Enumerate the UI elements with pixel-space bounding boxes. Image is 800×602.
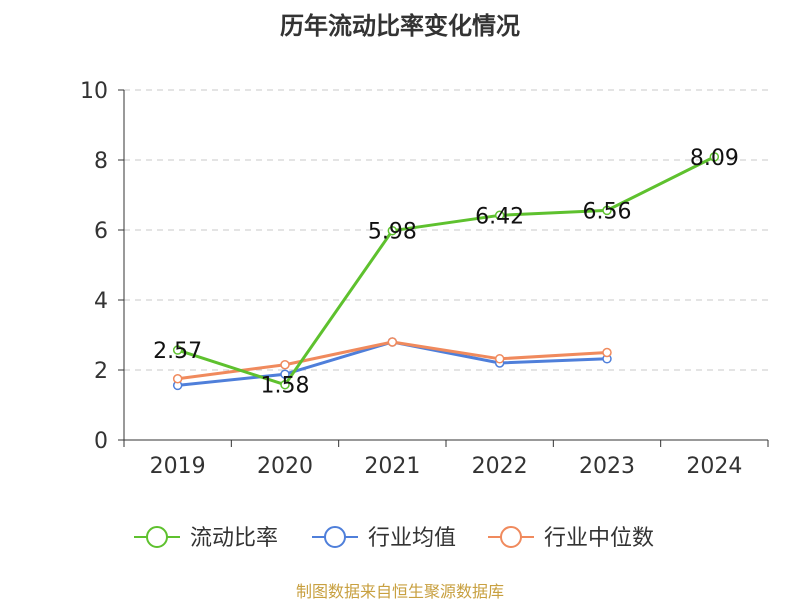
axes: 0 2 4 6 8 10 2019 2020 2021 2022 2023 2024 bbox=[80, 79, 769, 479]
x-tick-label: 2021 bbox=[364, 454, 420, 479]
legend: 流动比率 行业均值 行业中位数 bbox=[134, 526, 654, 551]
legend-marker bbox=[324, 526, 346, 548]
y-tick-label: 8 bbox=[94, 149, 108, 174]
legend-marker bbox=[146, 526, 168, 548]
data-labels: 2.57 1.58 5.98 6.42 6.56 8.09 bbox=[153, 146, 739, 399]
chart-title: 历年流动比率变化情况 bbox=[280, 12, 520, 40]
legend-label: 行业中位数 bbox=[544, 526, 654, 551]
y-tick-label: 10 bbox=[80, 79, 108, 104]
data-point bbox=[172, 374, 183, 384]
data-label: 8.09 bbox=[690, 146, 739, 171]
data-point bbox=[387, 225, 398, 236]
x-tick-label: 2024 bbox=[686, 454, 742, 479]
x-tick-label: 2020 bbox=[257, 454, 313, 479]
legend-label: 流动比率 bbox=[190, 526, 278, 551]
series-line bbox=[177, 340, 608, 387]
y-tick-label: 2 bbox=[94, 359, 108, 384]
source-note: 制图数据来自恒生聚源数据库 bbox=[295, 582, 504, 601]
data-point bbox=[280, 369, 290, 379]
data-label: 1.58 bbox=[261, 374, 310, 399]
data-label: 6.42 bbox=[475, 204, 524, 229]
data-point bbox=[387, 337, 398, 347]
y-tick-label: 6 bbox=[94, 219, 108, 244]
data-point bbox=[709, 152, 720, 162]
data-point bbox=[494, 354, 505, 364]
legend-marker bbox=[500, 526, 522, 548]
x-tick-label: 2019 bbox=[150, 454, 206, 479]
legend-label: 行业均值 bbox=[368, 526, 456, 551]
data-point bbox=[494, 210, 505, 221]
data-label: 2.57 bbox=[153, 339, 202, 364]
data-point bbox=[280, 379, 290, 390]
y-tick-label: 0 bbox=[94, 429, 108, 454]
x-tick-label: 2023 bbox=[579, 454, 635, 479]
x-tick-label: 2022 bbox=[472, 454, 528, 479]
data-point bbox=[602, 347, 612, 358]
data-label: 5.98 bbox=[368, 220, 417, 245]
data-point bbox=[602, 205, 612, 216]
series-lines bbox=[172, 152, 720, 391]
y-tick-label: 4 bbox=[94, 289, 108, 314]
series-line bbox=[177, 155, 716, 387]
data-point bbox=[172, 345, 183, 355]
data-label: 6.56 bbox=[583, 199, 632, 224]
data-point bbox=[280, 360, 290, 370]
gridlines bbox=[124, 89, 768, 371]
